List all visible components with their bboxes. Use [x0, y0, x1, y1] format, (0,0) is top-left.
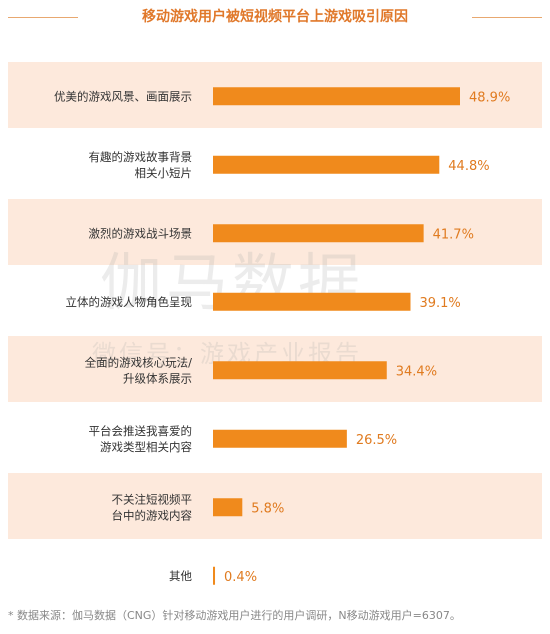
value-label-1: 48.9% — [469, 90, 510, 105]
title-decoration-line-left — [8, 17, 78, 18]
value-label-6: 26.5% — [356, 433, 397, 448]
category-label-3-line-1: 激烈的游戏战斗场景 — [89, 226, 193, 240]
value-label-2: 44.8% — [448, 159, 489, 174]
value-label-8: 0.4% — [224, 570, 257, 585]
category-label-7-line-1: 不关注短视频平 — [112, 492, 193, 506]
chart-title: 移动游戏用户被短视频平台上游戏吸引原因 — [142, 9, 408, 25]
category-label-6-line-2: 游戏类型相关内容 — [100, 440, 192, 454]
bar-5 — [213, 361, 387, 380]
bar-7 — [213, 498, 243, 517]
category-label-4-line-1: 立体的游戏人物角色呈现 — [66, 295, 193, 309]
chart-title-row: 移动游戏用户被短视频平台上游戏吸引原因 — [0, 0, 550, 36]
value-label-3: 41.7% — [433, 227, 474, 242]
value-label-4: 39.1% — [419, 296, 460, 311]
category-label-5-line-1: 全面的游戏核心玩法/ — [85, 355, 192, 369]
category-label-7-line-2: 台中的游戏内容 — [112, 508, 193, 522]
value-label-7: 5.8% — [251, 501, 284, 516]
source-note: * 数据来源：伽马数据（CNG）针对移动游戏用户进行的用户调研，N移动游戏用户=… — [8, 609, 461, 622]
bar-8 — [213, 566, 216, 585]
category-label-8-line-1: 其他 — [169, 569, 192, 583]
bar-3 — [213, 224, 424, 243]
category-label-2-line-2: 相关小短片 — [135, 166, 193, 180]
bar-1 — [213, 87, 460, 106]
value-label-5: 34.4% — [396, 364, 437, 379]
bar-6 — [213, 429, 347, 448]
category-label-6-line-1: 平台会推送我喜爱的 — [89, 424, 193, 438]
category-label-1-line-1: 优美的游戏风景、画面展示 — [54, 89, 192, 103]
category-label-2-line-1: 有趣的游戏故事背景 — [89, 150, 193, 164]
bar-2 — [213, 155, 440, 174]
row-band-7 — [8, 473, 542, 539]
title-decoration-line-right — [472, 17, 542, 18]
bar-4 — [213, 292, 411, 311]
category-label-5-line-2: 升级体系展示 — [123, 371, 192, 385]
